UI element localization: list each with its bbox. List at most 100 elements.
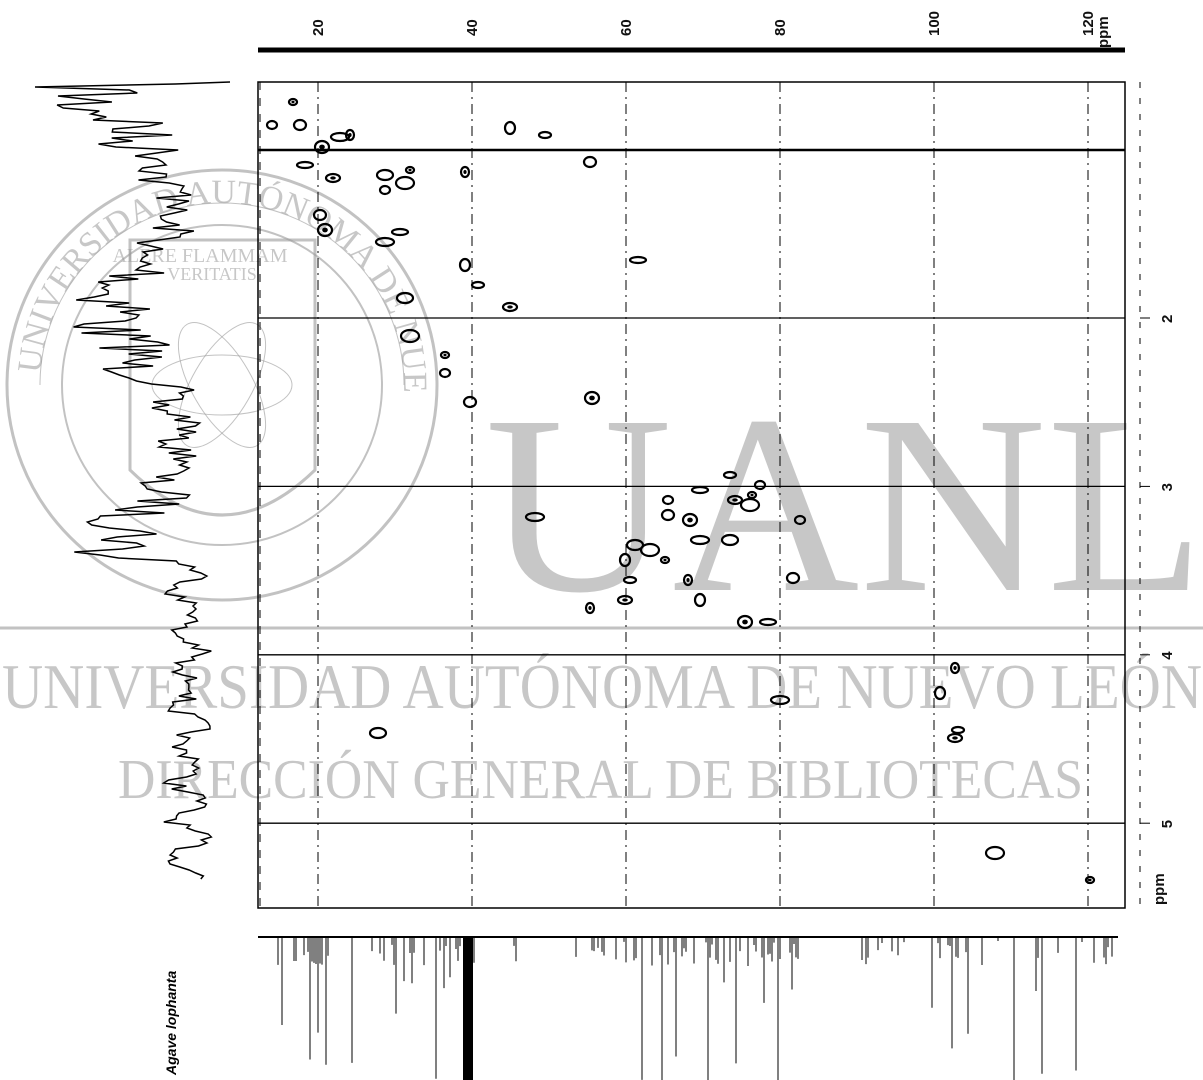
cross-peak (1084, 875, 1096, 885)
watermark-line: DIRECCIÓN GENERAL DE BIBLIOTECAS (118, 748, 1083, 811)
watermark-logo: UANL (485, 364, 1203, 646)
cross-peak (659, 555, 671, 565)
cross-peak (438, 367, 452, 379)
left-projection (34, 81, 231, 880)
cross-peak (265, 119, 279, 131)
cross-peak-inner (463, 170, 467, 174)
cross-peak (582, 155, 598, 169)
cross-peak-inner (330, 176, 336, 180)
top-tick-label: 60 (618, 19, 635, 36)
cross-peak (720, 533, 740, 547)
cross-peak (618, 552, 632, 568)
cross-peak (295, 160, 315, 170)
cross-peak (639, 542, 661, 558)
cross-peak (439, 350, 451, 360)
cross-peak-inner (742, 619, 748, 625)
seal-motto: VERITATIS (167, 264, 257, 284)
seal-atom (177, 322, 267, 448)
cross-peak (690, 485, 710, 495)
seal-ring-text: UNIVERSIDAD AUTÓNOMA DE NUEVO LEÓN (0, 0, 433, 393)
cross-peak (503, 120, 517, 136)
cross-peaks (265, 97, 1096, 885)
cross-peak (378, 184, 392, 196)
cross-peak-inner (319, 144, 325, 150)
cross-peak (462, 395, 478, 409)
cross-peak (374, 236, 396, 248)
right-tick-label: 5 (1159, 820, 1176, 828)
cross-peak (313, 139, 331, 155)
cross-peak (287, 97, 299, 107)
watermark-line: UNIVERSIDAD AUTÓNOMA DE NUEVO LEÓN (2, 651, 1202, 722)
cross-peak (399, 328, 421, 344)
cross-peak (769, 694, 791, 706)
cross-peak-inner (687, 517, 693, 523)
cross-peak (739, 497, 761, 513)
right-tick-label: 2 (1159, 315, 1176, 323)
cross-peak (292, 118, 308, 132)
seal-atom (177, 322, 267, 448)
cross-peak (753, 479, 767, 491)
cross-peak (316, 222, 334, 238)
cross-peak (746, 490, 758, 500)
cross-peak-inner (443, 353, 447, 357)
cross-peak (628, 255, 648, 265)
cross-peak-inner (750, 493, 754, 497)
cross-peak (312, 208, 328, 222)
cross-peak (736, 614, 754, 630)
cross-peak (394, 175, 416, 191)
cross-peak (722, 470, 738, 480)
cross-peak-inner (348, 133, 352, 137)
cross-peak (524, 511, 546, 523)
cross-peak (395, 291, 415, 305)
cross-peak-inner (622, 598, 628, 602)
cross-peak (793, 514, 807, 526)
cross-peak (661, 494, 675, 506)
cross-peak (785, 571, 801, 585)
cross-peak-inner (686, 578, 690, 582)
right-tick-label: 4 (1159, 651, 1176, 660)
cross-peak (689, 534, 711, 546)
cross-peak (616, 594, 634, 606)
cross-peak (404, 165, 416, 175)
seal-atom (151, 354, 293, 416)
cross-peak (950, 725, 966, 735)
sample-label: Agave lophanta (163, 971, 179, 1076)
cross-peak (537, 130, 553, 140)
projections (34, 81, 1118, 1080)
top-tick-label: 80 (772, 19, 789, 36)
cross-peak (458, 257, 472, 273)
cross-peak-inner (507, 305, 513, 309)
cross-peak (758, 617, 778, 627)
cross-peak (949, 661, 961, 675)
right-tick-label: 3 (1159, 483, 1176, 491)
plot-frame (257, 81, 1126, 909)
cross-peak (375, 168, 395, 182)
cross-peak-inner (732, 498, 738, 502)
cross-peak (459, 165, 471, 179)
seal-shield (128, 238, 317, 517)
cross-peak (470, 280, 486, 290)
cross-peak-inner (952, 736, 958, 740)
cross-peak-inner (588, 606, 592, 610)
top-tick-label: 120 (1080, 11, 1097, 36)
seal-inner (61, 224, 383, 546)
cross-peak (946, 732, 964, 744)
watermark-seal (5, 168, 439, 602)
spectrum-strong (463, 937, 473, 1080)
cross-peak (344, 128, 356, 142)
cross-peak (660, 508, 676, 522)
cross-peak (501, 301, 519, 313)
cross-peak (390, 227, 410, 237)
cross-peak (933, 685, 947, 701)
cross-peak (693, 592, 707, 608)
cross-peak (984, 845, 1006, 861)
cross-peak (681, 512, 699, 528)
seal-ring-path (39, 202, 405, 386)
cross-peak (622, 575, 638, 585)
cross-peak-inner (953, 666, 957, 670)
cross-peak (682, 573, 694, 587)
cross-peak (584, 601, 596, 615)
cross-peak-inner (322, 227, 328, 233)
cross-peak (324, 172, 342, 184)
